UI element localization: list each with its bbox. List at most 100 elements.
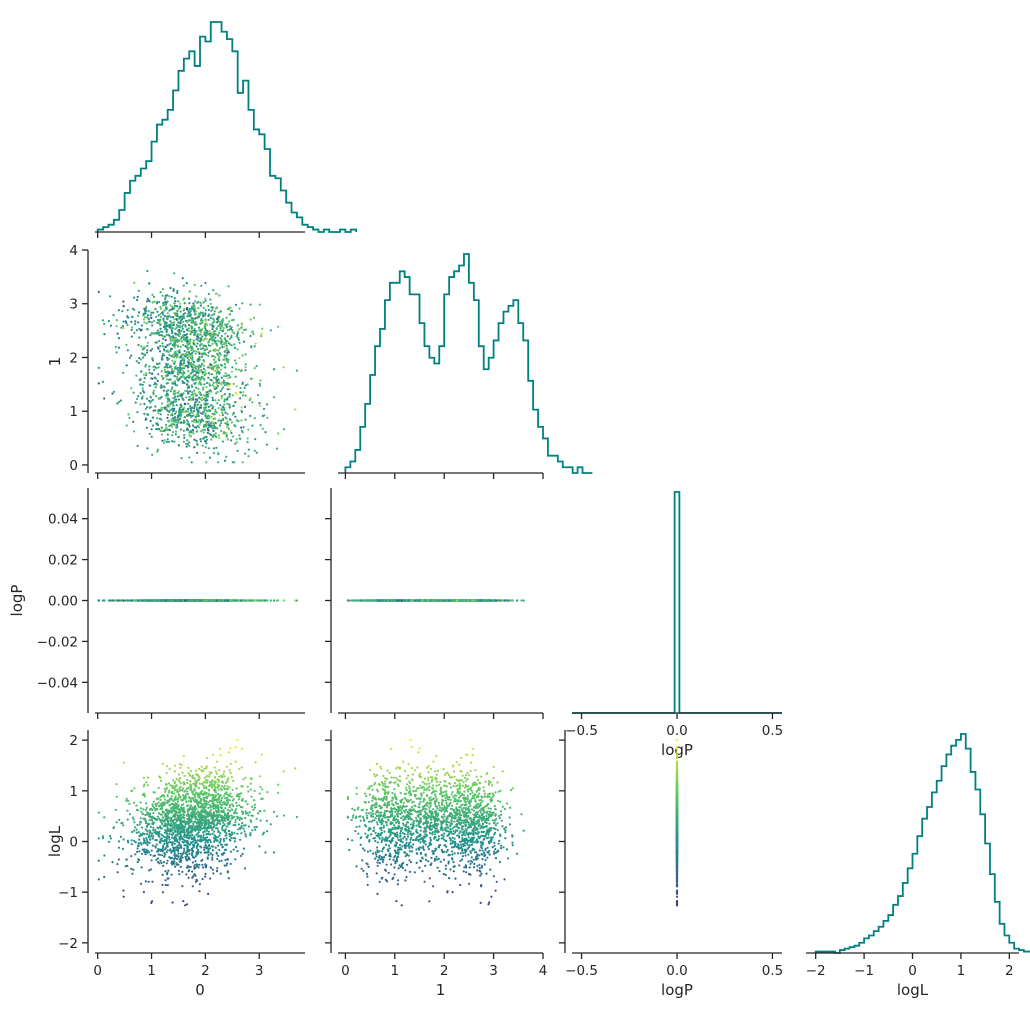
scatter-point	[201, 311, 204, 314]
scatter-point	[142, 381, 146, 384]
scatter-point	[213, 310, 216, 313]
scatter-point	[133, 599, 136, 602]
scatter-point	[228, 325, 231, 328]
scatter-point	[190, 320, 193, 323]
scatter-point	[259, 379, 262, 382]
scatter-point	[249, 303, 252, 306]
scatter-point	[215, 376, 218, 379]
scatter-point	[121, 325, 124, 328]
scatter-point	[218, 331, 221, 334]
scatter-point	[206, 420, 209, 423]
scatter-point	[197, 390, 200, 394]
scatter-point	[179, 366, 182, 369]
scatter-point	[207, 405, 210, 408]
scatter-point	[174, 350, 177, 353]
scatter-point	[225, 417, 228, 420]
scatter-point	[190, 325, 193, 328]
scatter-point	[244, 394, 247, 397]
scatter-point	[214, 410, 217, 413]
scatter-point	[181, 325, 184, 328]
scatter-point	[139, 358, 142, 361]
scatter-point	[220, 422, 223, 425]
scatter-point	[172, 431, 175, 434]
scatter-point	[214, 292, 217, 295]
scatter-point	[147, 413, 150, 416]
scatter-point	[142, 318, 146, 321]
scatter-point	[193, 323, 196, 326]
scatter-point	[199, 344, 202, 347]
scatter-point	[152, 389, 155, 392]
scatter-point	[272, 599, 276, 602]
scatter-point	[238, 434, 241, 437]
scatter-point	[156, 417, 159, 420]
scatter-point	[154, 386, 157, 389]
scatter-point	[218, 414, 222, 417]
scatter-point	[177, 414, 180, 417]
scatter-point	[197, 414, 200, 418]
scatter-point	[160, 426, 163, 429]
scatter-point	[208, 432, 211, 435]
scatter-point	[226, 340, 229, 343]
scatter-point	[192, 342, 195, 345]
scatter-point	[220, 397, 223, 400]
scatter-point	[215, 321, 219, 324]
scatter-point	[103, 599, 106, 602]
scatter-point	[170, 418, 173, 421]
scatter-point	[117, 309, 120, 312]
scatter-point	[194, 373, 197, 376]
scatter-point	[201, 372, 204, 375]
scatter-point	[193, 329, 196, 332]
scatter-point	[166, 416, 169, 419]
scatter-point	[144, 312, 147, 315]
scatter-point	[214, 370, 217, 373]
scatter-point	[189, 435, 193, 438]
scatter-point	[174, 398, 177, 401]
scatter-point	[151, 324, 154, 327]
scatter-point	[253, 449, 256, 452]
scatter-point	[150, 377, 153, 380]
scatter-point	[180, 410, 183, 413]
scatter-point	[246, 599, 249, 602]
scatter-point	[169, 304, 172, 307]
scatter-point	[143, 321, 146, 324]
scatter-point	[144, 336, 147, 339]
scatter-point	[166, 400, 169, 403]
scatter-point	[181, 367, 184, 370]
scatter-point	[244, 328, 248, 331]
scatter-point	[185, 352, 188, 355]
scatter-point	[282, 366, 285, 369]
scatter-point	[167, 389, 170, 392]
scatter-point	[276, 447, 279, 450]
scatter-point	[160, 356, 164, 359]
scatter-point	[201, 428, 204, 431]
scatter-point	[125, 424, 128, 427]
scatter-point	[112, 314, 115, 317]
scatter-point	[166, 300, 169, 303]
scatter-point	[155, 395, 158, 398]
scatter-point	[205, 442, 208, 445]
scatter-point	[115, 325, 118, 328]
scatter-point	[190, 330, 193, 333]
scatter-point	[168, 324, 171, 327]
scatter-point	[193, 407, 196, 410]
scatter-point	[171, 339, 174, 342]
scatter-point	[218, 382, 221, 385]
scatter-point	[169, 316, 172, 319]
scatter-point	[231, 461, 234, 464]
scatter-point	[195, 330, 198, 333]
scatter-point	[239, 437, 242, 440]
scatter-point	[207, 292, 210, 296]
scatter-point	[138, 328, 141, 331]
scatter-panel-1-vs-logP	[325, 488, 544, 719]
scatter-point	[157, 373, 160, 376]
scatter-point	[251, 424, 254, 427]
scatter-point	[218, 294, 221, 297]
scatter-point	[205, 397, 208, 400]
scatter-point	[209, 424, 212, 427]
scatter-point	[215, 446, 218, 449]
scatter-point	[156, 379, 159, 383]
scatter-point	[174, 314, 177, 317]
scatter-point	[195, 439, 198, 442]
scatter-point	[103, 397, 106, 400]
